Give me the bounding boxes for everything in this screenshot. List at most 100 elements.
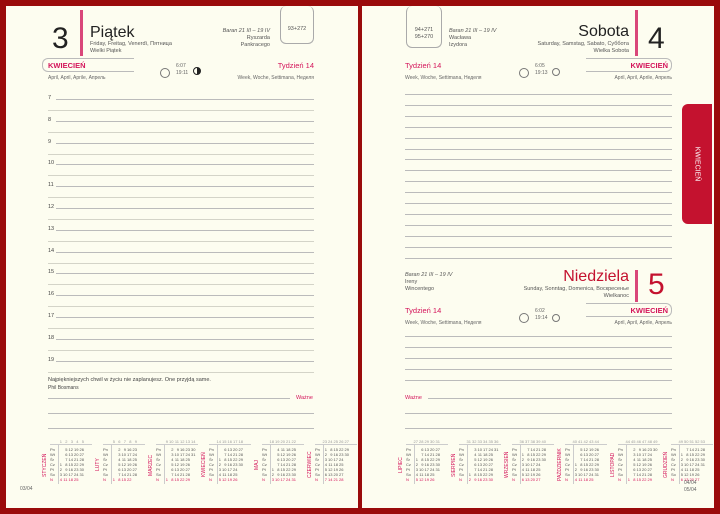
calendar-day: 10	[275, 477, 280, 482]
calendar-day: 23	[536, 457, 541, 462]
week-number: 53	[700, 439, 705, 444]
calendar-day: 11	[477, 452, 482, 457]
calendar-day: 9	[224, 462, 227, 467]
calendar-day: 14	[477, 467, 482, 472]
calendar-day: 22	[642, 477, 647, 482]
calendar-day: 19	[689, 472, 694, 477]
calendar-day: 12	[121, 462, 126, 467]
calendar-day: 10	[578, 472, 583, 477]
weekday-label: Wt	[565, 452, 570, 457]
calendar-day: 28	[594, 457, 599, 462]
calendar-day: 13	[525, 477, 530, 482]
calendar-day: 11	[222, 472, 227, 477]
divider	[626, 444, 627, 484]
weekday-label: Pt	[50, 467, 54, 472]
calendar-day: 5	[633, 462, 636, 467]
day-number: 3	[52, 22, 69, 55]
weekday-label: Pn	[618, 447, 623, 452]
calendar-day: 21	[642, 472, 647, 477]
week-number: 42	[583, 439, 588, 444]
mini-calendar-luty: LUTY Pn Wt Śr Cz Pt So N 5 6 7 8 9 1 2 3 4 5 6 7 8 9 10 11 12 13 1…	[95, 439, 147, 486]
calendar-day: 6	[580, 452, 583, 457]
weekday-label: Wt	[618, 452, 623, 457]
half-hour-line	[48, 284, 314, 286]
calendar-day: 23	[695, 457, 700, 462]
calendar-day: 17	[689, 462, 694, 467]
calendar-day: 17	[333, 457, 338, 462]
note-line	[405, 203, 672, 204]
note-line	[48, 428, 314, 429]
weekday-label: Cz	[565, 462, 570, 467]
weekday-label: Cz	[103, 462, 108, 467]
calendar-day: 13	[636, 467, 641, 472]
calendar-day: 18	[530, 467, 535, 472]
mini-calendar-marzec: MARZEC Pn Wt Śr Cz Pt So N 9 10 11 12 13 14 1 2 3 4 5 6 7 8 9 1…	[148, 439, 200, 486]
calendar-day: 17	[280, 477, 285, 482]
divider	[164, 444, 165, 484]
week-number: 46	[636, 439, 641, 444]
weekday-label: So	[262, 472, 267, 477]
calendar-day: 4	[574, 477, 577, 482]
hour-label: 19	[48, 356, 55, 363]
calendar-day: 3	[415, 467, 418, 472]
accent-bar	[635, 270, 638, 302]
calendar-day: 25	[291, 447, 296, 452]
calendar-day: 18	[227, 472, 232, 477]
month-tab-kwiecien[interactable]: KWIECIEŃ	[682, 104, 712, 224]
note-line	[405, 159, 672, 161]
calendar-day: 24	[430, 467, 435, 472]
weekday-label: Pn	[565, 447, 570, 452]
calendar-day: 2	[271, 472, 274, 477]
calendar-day: 16	[280, 472, 285, 477]
half-hour-line	[48, 219, 314, 220]
divider	[156, 444, 198, 445]
calendar-day: 30	[238, 462, 243, 467]
calendar-day: 7	[324, 477, 327, 482]
calendar-day: 1	[59, 462, 62, 467]
week-number: 27	[413, 439, 418, 444]
calendar-day: 4	[277, 447, 280, 452]
note-line	[428, 398, 672, 399]
calendar-day: 23	[132, 447, 137, 452]
note-line	[405, 170, 672, 172]
week-number: 44	[594, 439, 599, 444]
calendar-day: 27	[647, 467, 652, 472]
calendar-day: 20	[642, 467, 647, 472]
calendar-day: 24	[286, 477, 291, 482]
weekday-label: N	[156, 477, 159, 482]
calendar-day: 5	[521, 472, 524, 477]
calendar-day: 29	[594, 462, 599, 467]
calendar-day: 8	[421, 457, 424, 462]
calendar-day: 3	[218, 467, 221, 472]
hour-line	[56, 317, 314, 318]
week-number: 24	[328, 439, 333, 444]
weekday-label: So	[315, 472, 320, 477]
calendar-day: 20	[74, 452, 79, 457]
calendar-day: 10	[222, 467, 227, 472]
weekday-label: Wt	[50, 452, 55, 457]
calendar-day: 4	[521, 467, 524, 472]
weekday-label: Pt	[315, 467, 319, 472]
right-page: 94+271 95+270 Baran 21 III – 19 IV Wacła…	[362, 6, 714, 508]
calendar-day: 26	[79, 447, 84, 452]
calendar-day: 1	[112, 477, 115, 482]
weekday-label: Pn	[209, 447, 214, 452]
calendar-day: 23	[647, 447, 652, 452]
important-label: Ważne	[405, 395, 422, 401]
weekday-label: Pt	[156, 467, 160, 472]
calendar-day: 16	[227, 462, 232, 467]
calendar-day: 29	[700, 452, 705, 457]
calendar-day: 10	[636, 452, 641, 457]
weekday-label: Pn	[50, 447, 55, 452]
calendar-day: 21	[286, 462, 291, 467]
calendar-day: 29	[488, 472, 493, 477]
calendar-day: 12	[68, 447, 73, 452]
calendar-day: 3	[574, 472, 577, 477]
calendar-day: 14	[583, 457, 588, 462]
calendar-day: 12	[477, 457, 482, 462]
week-number: 35	[488, 439, 493, 444]
weekday-label: So	[671, 472, 676, 477]
calendar-day: 14	[174, 472, 179, 477]
calendar-day: 13	[280, 457, 285, 462]
calendar-day: 1	[271, 467, 274, 472]
